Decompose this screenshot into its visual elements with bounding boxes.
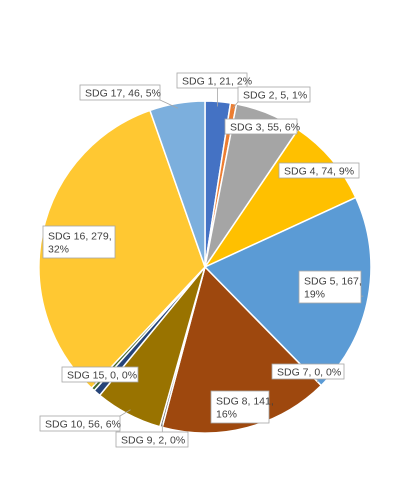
data-label-sdg-2: SDG 2, 5, 1% [237,86,311,103]
data-label-text: SDG 9, 2, 0% [121,434,185,446]
data-label-box [39,415,121,432]
data-label-sdg-15: SDG 15, 0, 0% [61,366,139,383]
data-label-text: SDG 8, 141, [216,395,274,407]
data-label-text: SDG 5, 167, [304,275,362,287]
pie-slice-sdg-8 [161,266,322,434]
data-label-sdg-1: SDG 1, 21, 2% [176,72,252,89]
pie-slices [38,100,372,434]
data-label-sdg-8: SDG 8, 141,16% [210,390,274,424]
pie-slice-sdg-16 [38,109,206,389]
data-label-box [224,118,298,135]
data-label-text: 16% [216,408,237,420]
data-label-sdg-3: SDG 3, 55, 6% [224,118,300,135]
data-label-box [210,390,270,424]
data-label-sdg-10: SDG 10, 56, 6% [39,415,121,432]
leader-line-sdg-10 [119,409,131,417]
data-label-text: SDG 16, 279, [48,230,112,242]
data-label-box [79,84,161,101]
data-label-sdg-5: SDG 5, 167,19% [298,270,362,304]
data-label-box [271,363,345,380]
data-label-sdg-16: SDG 16, 279,32% [42,225,116,259]
data-label-text: SDG 2, 5, 1% [243,89,307,101]
data-label-box [237,86,311,103]
leader-line-sdg-17 [159,99,179,109]
data-label-sdg-7: SDG 7, 0, 0% [271,363,345,380]
data-label-text: SDG 3, 55, 6% [230,121,300,133]
data-label-text: SDG 7, 0, 0% [277,366,341,378]
data-label-box [176,72,248,89]
data-label-box [278,162,360,179]
data-label-box [42,225,116,259]
data-label-text: SDG 17, 46, 5% [85,87,161,99]
pie-slice-sdg-17 [149,100,206,268]
data-label-sdg-4: SDG 4, 74, 9% [278,162,360,179]
data-label-text: SDG 15, 0, 0% [67,369,137,381]
pie-data-labels: SDG 1, 21, 2% SDG 2, 5, 1% SDG 3, 55, 6% SD… [39,72,362,448]
data-label-box [115,431,189,448]
data-label-text: SDG 4, 74, 9% [284,165,354,177]
data-label-text: 19% [304,288,325,300]
data-label-text: 32% [48,243,69,255]
data-label-sdg-17: SDG 17, 46, 5% [79,84,161,101]
callout-leaders [94,88,364,432]
data-label-box [298,270,362,304]
data-label-text: SDG 10, 56, 6% [45,418,121,430]
data-label-box [61,366,139,383]
data-label-sdg-9: SDG 9, 2, 0% [115,431,189,448]
leader-line-sdg-2 [232,101,239,109]
data-label-text: SDG 1, 21, 2% [182,75,252,87]
